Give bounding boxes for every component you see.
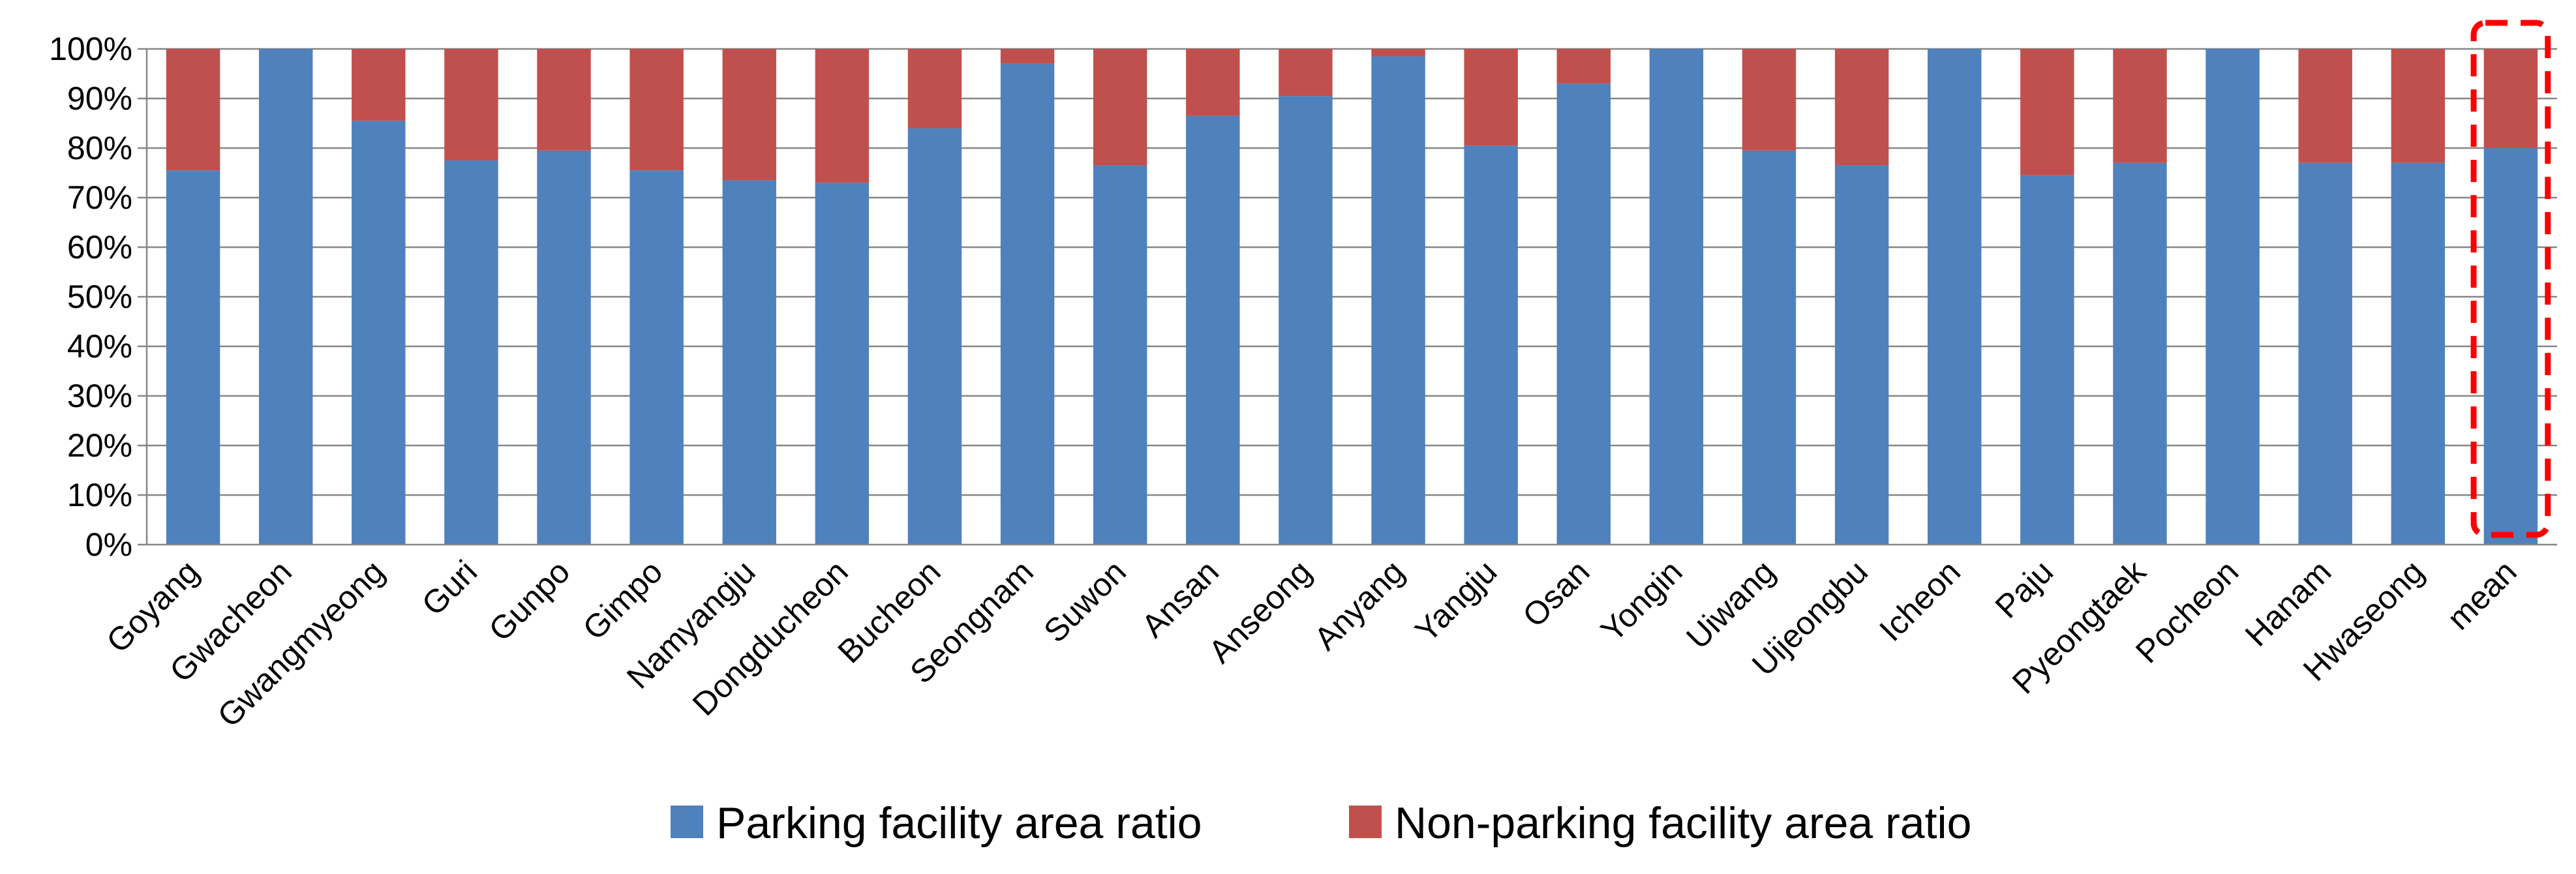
bar-non-parking [1186, 49, 1240, 116]
bar-non-parking [2391, 49, 2446, 163]
legend: Parking facility area ratio Non-parking … [671, 798, 1971, 848]
bar-parking [537, 150, 591, 545]
bar-non-parking [907, 49, 962, 128]
mean-highlight-box [2470, 20, 2551, 538]
bar-parking [2020, 175, 2074, 545]
bar-parking [258, 49, 313, 545]
bar-non-parking [352, 49, 406, 121]
bar-parking [1279, 96, 1333, 545]
bar-parking [2298, 162, 2352, 545]
bar-parking [166, 170, 220, 545]
bar-non-parking [1000, 49, 1055, 64]
legend-swatch-non-parking [1349, 806, 1382, 838]
bars [166, 49, 2538, 545]
bar-parking [352, 121, 406, 545]
bar-non-parking [815, 49, 870, 183]
bar-parking [907, 128, 962, 545]
y-tick-label: 100% [49, 31, 132, 67]
x-tick-label: Icheon [1872, 553, 1967, 648]
y-tick-label: 90% [67, 80, 132, 117]
bar-non-parking [166, 49, 220, 171]
bar-parking [1556, 83, 1611, 545]
x-tick-label: Gimpo [576, 553, 670, 647]
x-tick-label: Yangju [1408, 553, 1504, 649]
x-tick-label: Guri [415, 553, 484, 622]
gridlines [147, 48, 2557, 496]
bar-non-parking [1093, 49, 1147, 166]
x-tick-label: Gunpo [482, 553, 577, 648]
y-tick-label: 70% [67, 179, 132, 216]
bar-non-parking [1279, 49, 1333, 97]
legend-item-non-parking: Non-parking facility area ratio [1349, 798, 1971, 848]
bar-parking [1834, 165, 1889, 545]
y-tick-label: 50% [67, 279, 132, 315]
bar-parking [1000, 63, 1055, 545]
bar-non-parking [1556, 49, 1611, 84]
bar-parking [2391, 162, 2446, 545]
mean-highlight [2470, 20, 2551, 538]
x-tick-label: Gwangmyeong [211, 553, 391, 734]
x-tick-label: Anseong [1202, 553, 1318, 670]
y-tick-label: 20% [67, 427, 132, 464]
x-tick-label: Paju [1988, 553, 2060, 625]
bar-parking [1649, 49, 1704, 545]
bar-non-parking [629, 49, 684, 171]
legend-item-parking: Parking facility area ratio [671, 798, 1202, 848]
bar-parking [722, 180, 776, 545]
legend-label-parking: Parking facility area ratio [716, 798, 1202, 848]
bar-non-parking [1742, 49, 1796, 151]
bar-parking [1742, 150, 1796, 545]
y-tick-label: 60% [67, 229, 132, 265]
axes [138, 48, 2557, 546]
x-tick-label: Anyang [1307, 553, 1412, 657]
bar-non-parking [2113, 49, 2167, 163]
bar-parking [629, 170, 684, 545]
y-tick-label: 10% [67, 477, 132, 513]
x-tick-label: Osan [1515, 553, 1596, 634]
bar-parking [1093, 165, 1147, 545]
y-tick-label: 80% [67, 130, 132, 166]
bar-parking [2205, 49, 2260, 545]
y-axis-tick-labels: 0% 10% 20% 30% 40% 50% 60% 70% 80% 90% 100% [49, 31, 132, 563]
bar-non-parking [1834, 49, 1889, 166]
x-tick-label: Suwon [1037, 553, 1133, 650]
bar-non-parking [537, 49, 591, 151]
bar-non-parking [444, 49, 498, 160]
legend-label-non-parking: Non-parking facility area ratio [1395, 798, 1971, 848]
bar-parking [1371, 56, 1425, 545]
legend-swatch-parking [671, 806, 703, 838]
bar-parking [1464, 145, 1518, 545]
bar-non-parking [2298, 49, 2352, 163]
bar-parking [1928, 49, 1982, 545]
x-tick-label: mean [2440, 553, 2524, 637]
y-tick-label: 30% [67, 378, 132, 414]
bar-non-parking [2483, 49, 2538, 148]
bar-non-parking [722, 49, 776, 181]
bar-parking [2113, 162, 2167, 545]
bar-non-parking [2020, 49, 2074, 175]
bar-parking [2483, 148, 2538, 545]
x-tick-label: Yongin [1594, 553, 1689, 648]
x-tick-label: Pocheon [2129, 553, 2245, 670]
y-tick-label: 0% [85, 526, 132, 563]
y-tick-label: 40% [67, 328, 132, 365]
bar-parking [815, 183, 870, 545]
bar-non-parking [1464, 49, 1518, 146]
bar-parking [1186, 115, 1240, 545]
x-tick-label: Ansan [1134, 553, 1226, 644]
bar-parking [444, 160, 498, 545]
bar-non-parking [1371, 49, 1425, 57]
